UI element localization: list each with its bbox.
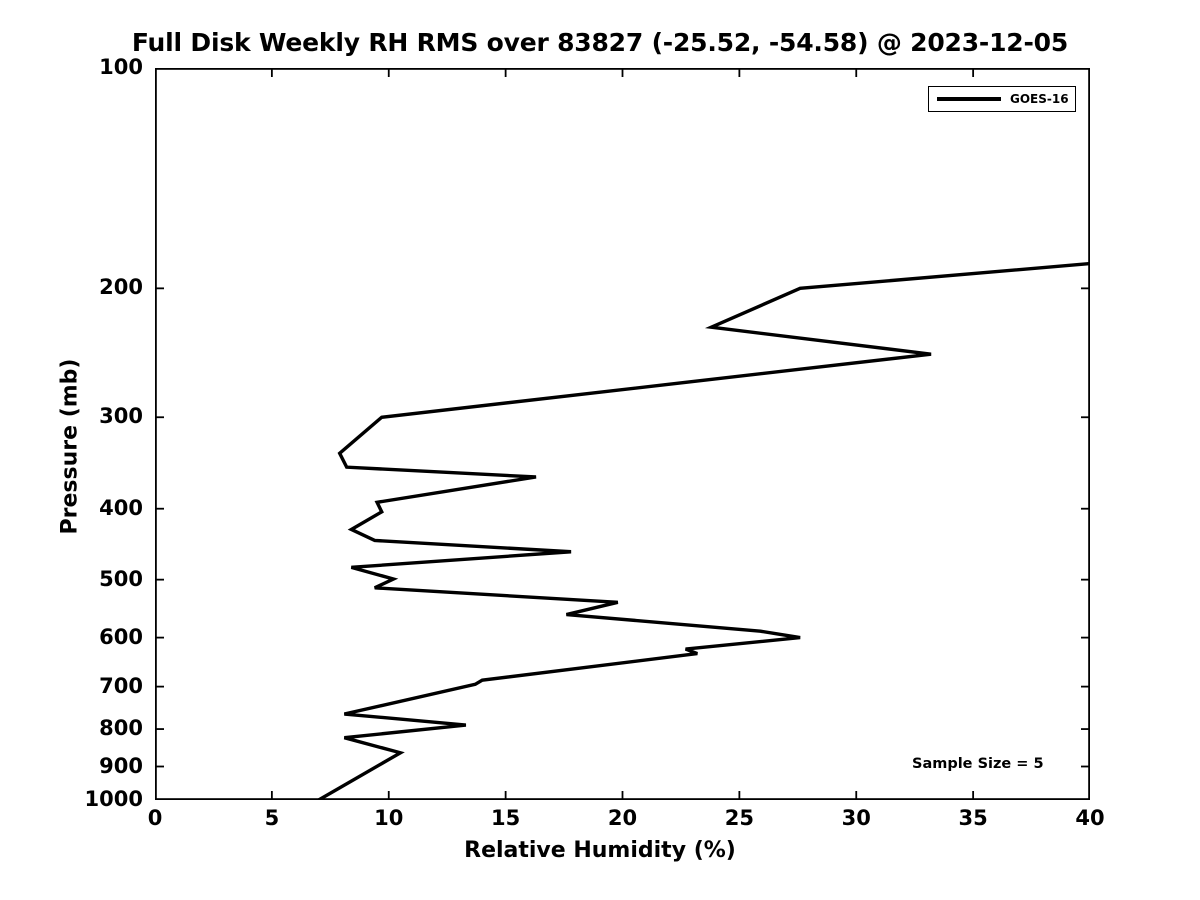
legend-line-swatch — [937, 97, 1001, 101]
x-tick-label: 10 — [374, 806, 404, 830]
y-tick-label: 800 — [99, 716, 143, 741]
data-line-goes-16 — [317, 261, 1090, 800]
x-tick-label: 30 — [841, 806, 871, 830]
x-tick-label: 20 — [607, 806, 638, 830]
sample-size-annotation: Sample Size = 5 — [912, 756, 1044, 772]
y-tick-label: 600 — [99, 624, 143, 649]
y-tick-label: 400 — [99, 495, 143, 520]
y-tick-label: 700 — [99, 673, 143, 698]
data-series-group — [317, 261, 1090, 800]
y-tick-label: 500 — [99, 566, 143, 591]
y-tick-label: 100 — [99, 55, 143, 79]
x-tick-label: 5 — [264, 806, 280, 830]
y-axis-label: Pressure (mb) — [57, 358, 83, 535]
x-axis-label: Relative Humidity (%) — [464, 838, 736, 863]
legend-label: GOES-16 — [1010, 92, 1069, 106]
x-tick-label: 15 — [491, 806, 521, 830]
x-tick-label: 40 — [1075, 806, 1105, 830]
y-tick-label: 900 — [99, 753, 143, 778]
y-tick-marks — [155, 68, 1090, 800]
axes-border — [155, 68, 1090, 800]
plot-area — [155, 68, 1090, 800]
y-tick-label: 300 — [99, 404, 143, 429]
legend-entry-goes16: GOES-16 — [929, 87, 1075, 111]
x-tick-label: 35 — [958, 806, 988, 830]
y-tick-label: 200 — [99, 275, 143, 300]
x-tick-marks — [155, 68, 1090, 800]
y-tick-label: 1000 — [84, 787, 143, 811]
plot-svg — [155, 68, 1090, 800]
axes-frame — [155, 68, 1090, 800]
x-tick-label: 0 — [147, 806, 163, 830]
page-title: Full Disk Weekly RH RMS over 83827 (-25.… — [131, 28, 1069, 57]
x-tick-label: 25 — [724, 806, 754, 830]
legend: GOES-16 — [928, 86, 1076, 112]
